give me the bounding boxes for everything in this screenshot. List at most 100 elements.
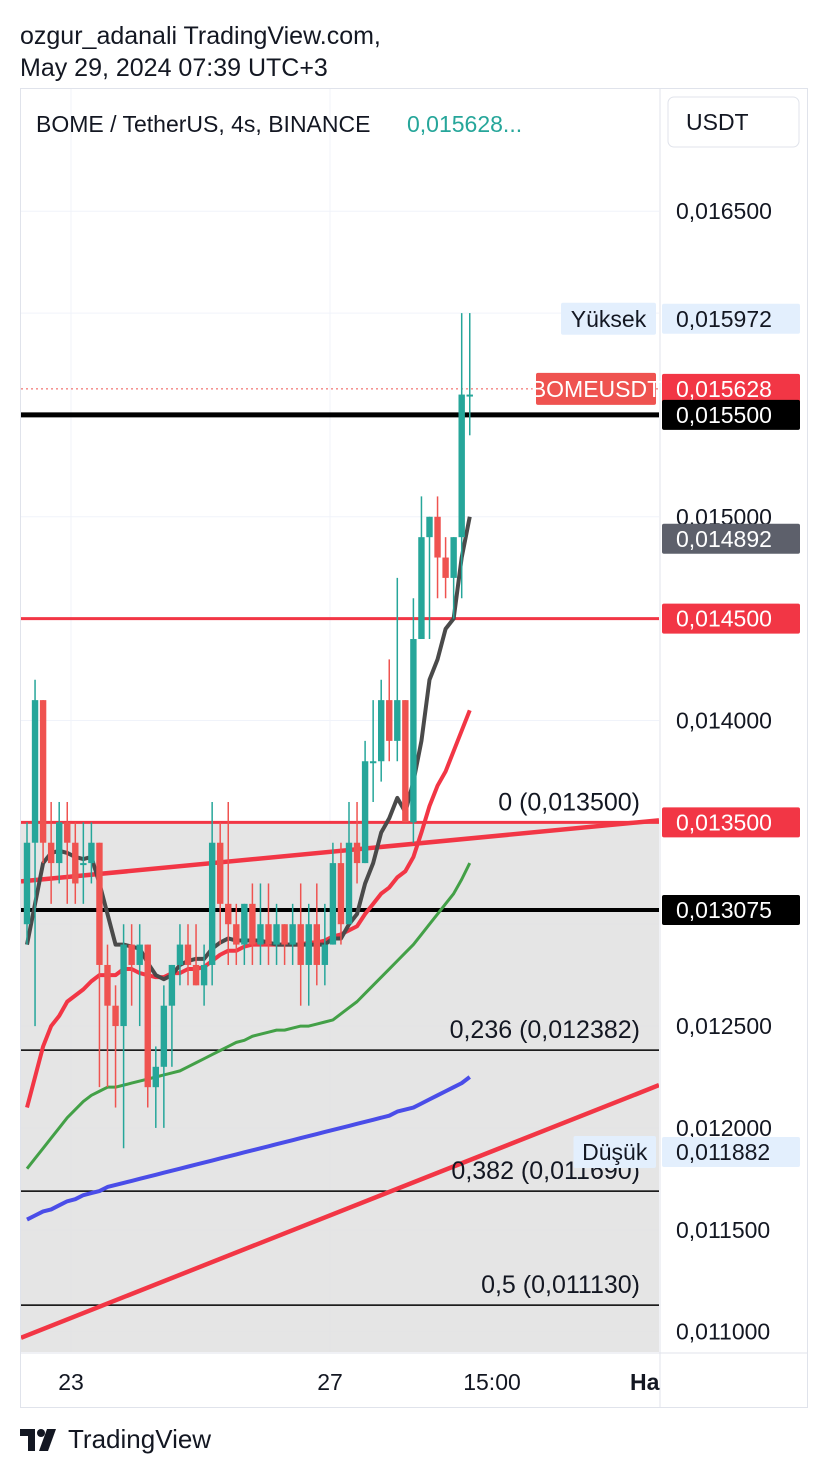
price-label-box <box>662 399 800 430</box>
candle-body <box>297 924 304 965</box>
candle-body <box>112 1005 119 1027</box>
candle-body <box>192 964 200 986</box>
candle-body <box>434 516 441 558</box>
price-tag-box <box>536 372 656 405</box>
candle-body <box>160 1005 168 1067</box>
candle-body <box>184 944 192 965</box>
candle-body <box>313 924 320 965</box>
candle-body <box>31 700 39 843</box>
ema-green-line <box>25 862 472 1170</box>
currency-box <box>667 96 800 148</box>
candle-body <box>442 557 449 578</box>
candle-body <box>64 822 71 843</box>
price-label-box <box>662 807 800 838</box>
price-label-box <box>662 894 800 925</box>
candle-body <box>128 944 135 965</box>
candle-body <box>225 903 232 925</box>
candle-body <box>120 944 127 1027</box>
candle-body <box>394 700 401 741</box>
candle-body <box>23 842 31 925</box>
price-label-value: 0,015972 <box>676 306 772 332</box>
candle-body <box>217 842 224 904</box>
candle-body <box>378 700 385 762</box>
candle-body <box>88 842 95 864</box>
price-label-box <box>662 603 800 634</box>
price-label-value: 0,013075 <box>676 897 772 923</box>
fib-level-label: 0,5 (0,011130) <box>481 1271 640 1299</box>
chart-author-header: ozgur_adanali TradingView.com, May 29, 2… <box>20 20 381 84</box>
tradingview-logo-icon <box>20 1428 56 1451</box>
candle-body <box>200 964 208 986</box>
candle-body <box>426 516 433 538</box>
y-axis-tick-label: 0,014000 <box>676 708 772 734</box>
x-axis-tick-label: 23 <box>58 1369 84 1395</box>
price-tag-box <box>561 302 656 335</box>
candle-body <box>56 822 63 864</box>
candle-body <box>72 842 79 884</box>
price-label-value: 0,015500 <box>676 402 772 428</box>
candle-body <box>176 944 184 965</box>
candle-body <box>369 761 377 764</box>
tradingview-brand-text: TradingView <box>68 1424 212 1454</box>
price-label-value: 0,014892 <box>676 526 772 552</box>
candle-body <box>353 842 361 864</box>
candle-body <box>273 924 280 945</box>
author-line: ozgur_adanali TradingView.com, <box>20 22 381 50</box>
candle-body <box>466 394 473 397</box>
ema-red-line <box>25 709 472 1109</box>
price-label-value: 0,013500 <box>676 809 772 835</box>
candle-body <box>329 863 337 945</box>
y-axis-tick-label: 0,011500 <box>676 1217 770 1243</box>
candle-body <box>136 944 143 965</box>
candle-body <box>104 964 111 1006</box>
date-line: May 29, 2024 07:39 UTC+3 <box>20 54 328 82</box>
candle-body <box>208 842 216 965</box>
x-axis-tick-label: 27 <box>317 1369 343 1395</box>
currency-label: USDT <box>686 109 749 135</box>
candle-body <box>47 842 55 864</box>
plot-area <box>21 89 659 1352</box>
price-label-box <box>662 303 800 334</box>
candle-body <box>241 903 248 945</box>
tradingview-logo: TradingView <box>20 1424 211 1455</box>
candle-body <box>386 700 393 741</box>
candle-body <box>281 924 288 945</box>
price-label-value: 0,011882 <box>676 1139 770 1165</box>
price-label-value: 0,015628 <box>676 376 772 402</box>
ema-blue-line <box>26 1075 471 1222</box>
fib-level-label: 0,236 (0,012382) <box>450 1016 640 1044</box>
price-tag-label: Düşük <box>582 1139 648 1165</box>
candle-body <box>410 639 417 823</box>
candle-body <box>305 924 312 965</box>
price-label-value: 0,014500 <box>676 606 772 632</box>
price-label-box <box>662 523 800 554</box>
trendline <box>21 1083 659 1340</box>
price-tag-label: Yüksek <box>571 306 647 332</box>
y-axis-tick-label: 0,012000 <box>676 1115 772 1141</box>
candle-body <box>361 761 369 864</box>
candle-body <box>450 537 457 578</box>
candle-body <box>418 537 425 640</box>
y-axis-tick-label: 0,011000 <box>676 1319 770 1345</box>
candle-body <box>168 964 176 1006</box>
candle-body <box>249 903 256 945</box>
candle-body <box>321 944 329 965</box>
candle-body <box>345 842 353 925</box>
candle-body <box>144 944 151 1088</box>
candle-body <box>458 394 465 538</box>
candle-body <box>152 1066 159 1088</box>
price-tag-label: BOMEUSDT <box>531 376 661 402</box>
price-label-box <box>662 373 800 404</box>
candle-body <box>337 863 345 925</box>
fib-level-label: 0 (0,013500) <box>498 788 640 816</box>
symbol-title: BOME / TetherUS, 4s, BINANCE <box>36 111 370 137</box>
candle-body <box>257 924 264 945</box>
price-tag-box <box>573 1135 656 1168</box>
chart-frame <box>20 88 808 1408</box>
candle-body <box>96 842 103 965</box>
x-axis-tick-label: Ha <box>630 1369 660 1395</box>
y-axis-tick-label: 0,016500 <box>676 198 772 224</box>
trendline <box>21 818 659 884</box>
candle-body <box>402 700 409 823</box>
